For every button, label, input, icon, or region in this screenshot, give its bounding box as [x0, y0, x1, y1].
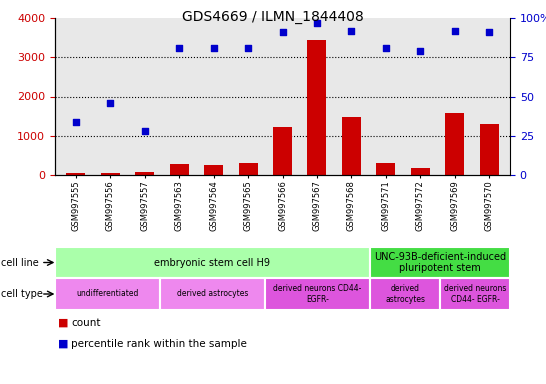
- Text: count: count: [72, 318, 101, 328]
- Point: [209, 45, 218, 51]
- Text: UNC-93B-deficient-induced
pluripotent stem: UNC-93B-deficient-induced pluripotent st…: [374, 252, 506, 273]
- Point: [416, 48, 425, 54]
- Bar: [440, 278, 510, 310]
- Text: ■: ■: [58, 318, 68, 328]
- Text: cell line: cell line: [1, 258, 42, 268]
- Bar: [239, 163, 258, 175]
- Bar: [480, 124, 499, 175]
- Text: undifferentiated: undifferentiated: [76, 290, 139, 298]
- Bar: [411, 168, 430, 175]
- Bar: [370, 278, 440, 310]
- Bar: [342, 117, 361, 175]
- Bar: [273, 127, 292, 175]
- Bar: [160, 278, 265, 310]
- Bar: [204, 165, 223, 175]
- Bar: [446, 113, 464, 175]
- Bar: [135, 172, 154, 175]
- Text: percentile rank within the sample: percentile rank within the sample: [72, 339, 247, 349]
- Bar: [100, 173, 120, 175]
- Point: [106, 100, 115, 106]
- Text: derived neurons
CD44- EGFR-: derived neurons CD44- EGFR-: [444, 284, 506, 304]
- Text: ■: ■: [58, 339, 68, 349]
- Bar: [370, 247, 510, 278]
- Text: GDS4669 / ILMN_1844408: GDS4669 / ILMN_1844408: [182, 10, 364, 24]
- Bar: [376, 164, 395, 175]
- Point: [244, 45, 252, 51]
- Bar: [55, 247, 370, 278]
- Bar: [307, 40, 327, 175]
- Bar: [66, 173, 85, 175]
- Bar: [265, 278, 370, 310]
- Point: [175, 45, 183, 51]
- Text: derived astrocytes: derived astrocytes: [177, 290, 248, 298]
- Bar: [170, 164, 188, 175]
- Text: cell type: cell type: [1, 289, 46, 299]
- Text: derived
astrocytes: derived astrocytes: [385, 284, 425, 304]
- Point: [72, 119, 80, 125]
- Point: [450, 28, 459, 34]
- Point: [485, 29, 494, 35]
- Text: derived neurons CD44-
EGFR-: derived neurons CD44- EGFR-: [274, 284, 361, 304]
- Point: [347, 28, 356, 34]
- Point: [382, 45, 390, 51]
- Point: [313, 20, 322, 26]
- Point: [278, 29, 287, 35]
- Text: embryonic stem cell H9: embryonic stem cell H9: [155, 258, 270, 268]
- Bar: [55, 278, 160, 310]
- Point: [140, 128, 149, 134]
